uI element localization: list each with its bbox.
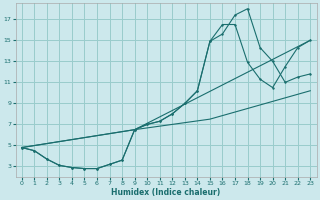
X-axis label: Humidex (Indice chaleur): Humidex (Indice chaleur)	[111, 188, 221, 197]
